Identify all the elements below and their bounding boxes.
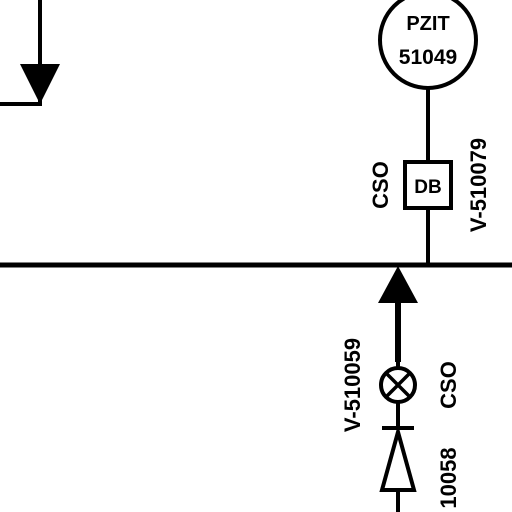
lower-valve-tag: V-510059 xyxy=(340,338,365,432)
lower-partial-tag: 10058 xyxy=(436,447,461,508)
flow-arrow-down-icon xyxy=(20,64,60,104)
instrument-tag-letters: PZIT xyxy=(406,13,449,35)
lower-valve-lock-status: CSO xyxy=(436,361,461,409)
instrument-tag-number: 51049 xyxy=(399,46,457,69)
drain-block-label: DB xyxy=(414,177,441,198)
upper-left-flow-line xyxy=(0,0,60,106)
drain-block-box xyxy=(403,160,453,210)
drain-block: DB xyxy=(403,160,453,210)
drain-block-lock-status: CSO xyxy=(368,161,393,209)
instrument-bubble: PZIT 51049 xyxy=(378,0,478,90)
flow-arrow-up-icon xyxy=(378,266,418,303)
valve-cross-b xyxy=(384,371,412,399)
reducer-symbol xyxy=(379,424,417,492)
reducer-triangle-icon xyxy=(379,424,417,492)
lower-valve xyxy=(379,362,417,414)
drain-block-valve-tag: V-510079 xyxy=(466,138,491,232)
